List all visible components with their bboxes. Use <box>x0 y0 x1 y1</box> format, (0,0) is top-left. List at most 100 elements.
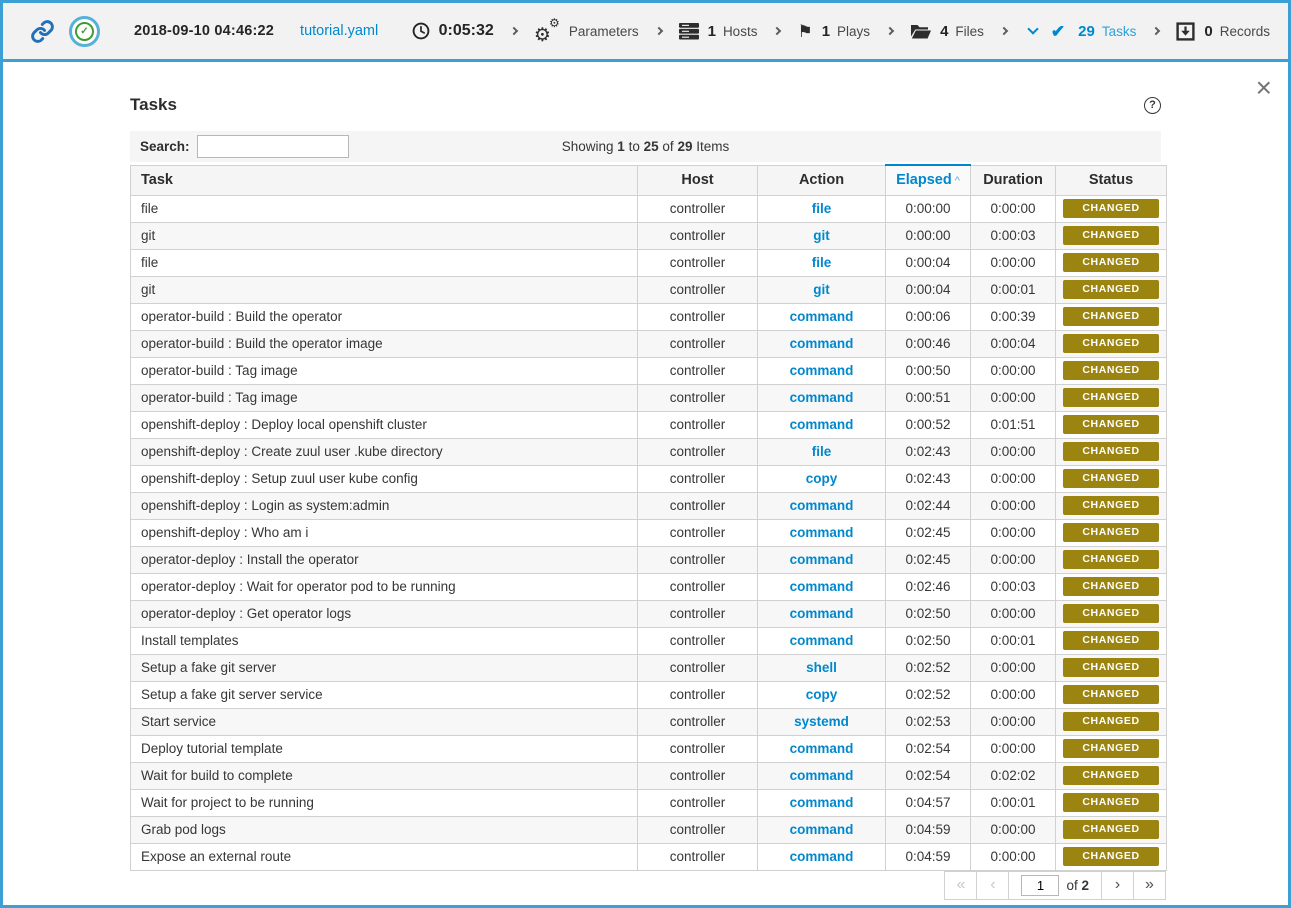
task-duration: 0:00:00 <box>990 741 1036 756</box>
playbook-timestamp: 2018-09-10 04:46:22 <box>134 23 275 39</box>
task-action-link[interactable]: command <box>789 552 854 567</box>
task-action-link[interactable]: command <box>789 579 854 594</box>
search-input[interactable] <box>196 135 349 158</box>
task-duration: 0:00:01 <box>990 633 1036 648</box>
column-header-elapsed-sorted[interactable]: Elapsed ^ <box>885 164 971 196</box>
task-duration: 0:00:03 <box>990 579 1036 594</box>
task-action-link[interactable]: command <box>789 363 854 378</box>
page-number-input[interactable] <box>1021 874 1060 896</box>
task-action-link[interactable]: copy <box>805 471 838 486</box>
first-page-button[interactable]: « <box>944 870 978 900</box>
pagination: « ‹ of 2 › » <box>130 870 1166 900</box>
task-host: controller <box>669 741 726 756</box>
task-name: Setup a fake git server service <box>141 687 323 702</box>
task-action-link[interactable]: command <box>789 309 854 324</box>
status-badge: CHANGED <box>1063 253 1159 272</box>
table-row: Setup a fake git server service controll… <box>130 680 1167 709</box>
task-action-link[interactable]: command <box>789 741 854 756</box>
task-elapsed: 0:04:57 <box>905 795 951 810</box>
table-header: Task Host Action Elapsed ^ Duration Statu… <box>130 164 1167 196</box>
breadcrumb-item-tasks-active[interactable]: ✔ 29 Tasks <box>1027 23 1137 40</box>
breadcrumb-item-records[interactable]: 0 Records <box>1176 21 1270 41</box>
task-action-link[interactable]: systemd <box>794 714 849 729</box>
task-duration: 0:00:00 <box>990 660 1036 675</box>
task-action-link[interactable]: command <box>789 822 854 837</box>
task-action-link[interactable]: command <box>789 849 854 864</box>
column-header-duration[interactable]: Duration <box>970 164 1056 196</box>
task-action-link[interactable]: git <box>813 228 830 243</box>
link-icon[interactable] <box>29 19 56 44</box>
task-action-link[interactable]: command <box>789 336 854 351</box>
column-header-host[interactable]: Host <box>637 164 758 196</box>
sort-asc-icon: ^ <box>954 175 960 188</box>
task-action-link[interactable]: command <box>789 498 854 513</box>
status-badge: CHANGED <box>1063 442 1159 461</box>
last-page-button[interactable]: » <box>1133 870 1166 900</box>
table-row: file controller file 0:00:00 0:00:00 CHA… <box>130 194 1167 223</box>
status-badge: CHANGED <box>1063 226 1159 245</box>
breadcrumb-item-parameters[interactable]: ⚙ ⚙ Parameters <box>534 17 639 45</box>
status-badge: CHANGED <box>1063 820 1159 839</box>
task-action-link[interactable]: file <box>811 255 832 270</box>
close-icon[interactable]: × <box>1255 72 1272 103</box>
task-action-link[interactable]: command <box>789 768 854 783</box>
task-host: controller <box>669 795 726 810</box>
status-badge: CHANGED <box>1063 847 1159 866</box>
chevron-right-icon <box>999 26 1009 36</box>
task-action-link[interactable]: command <box>789 795 854 810</box>
task-host: controller <box>669 552 726 567</box>
task-host: controller <box>669 201 726 216</box>
task-host: controller <box>669 282 726 297</box>
task-elapsed: 0:00:06 <box>905 309 951 324</box>
chevron-right-icon <box>1152 26 1161 36</box>
task-action-link[interactable]: shell <box>806 660 837 675</box>
breadcrumb-item-hosts[interactable]: 1 Hosts <box>678 22 757 40</box>
task-elapsed: 0:00:50 <box>905 363 951 378</box>
task-elapsed: 0:02:52 <box>905 687 951 702</box>
task-action-link[interactable]: command <box>789 390 854 405</box>
chevron-right-icon <box>773 26 782 36</box>
task-duration: 0:00:00 <box>990 525 1036 540</box>
playbook-summary-bar: ✓ 2018-09-10 04:46:22 tutorial.yaml 0:05… <box>3 3 1288 62</box>
task-name: Wait for project to be running <box>141 795 314 810</box>
next-page-button[interactable]: › <box>1101 870 1134 900</box>
task-action-link[interactable]: command <box>789 633 854 648</box>
task-duration: 0:00:00 <box>990 444 1036 459</box>
breadcrumb-item-files[interactable]: 4 Files <box>910 23 984 40</box>
status-badge: CHANGED <box>1063 766 1159 785</box>
task-action-link[interactable]: command <box>789 606 854 621</box>
task-elapsed: 0:00:52 <box>905 417 951 432</box>
task-name: operator-build : Build the operator imag… <box>141 336 383 351</box>
table-row: operator-build : Build the operator imag… <box>130 329 1167 358</box>
playbook-file-link[interactable]: tutorial.yaml <box>300 23 379 39</box>
task-duration: 0:00:00 <box>990 606 1036 621</box>
prev-page-button[interactable]: ‹ <box>976 870 1010 900</box>
status-badge: CHANGED <box>1063 388 1159 407</box>
task-name: Install templates <box>141 633 239 648</box>
task-action-link[interactable]: file <box>811 201 832 216</box>
task-host: controller <box>669 498 726 513</box>
table-row: openshift-deploy : Create zuul user .kub… <box>130 437 1167 466</box>
tasks-label: Tasks <box>1101 23 1137 39</box>
status-badge: CHANGED <box>1063 199 1159 218</box>
task-action-link[interactable]: file <box>811 444 832 459</box>
task-duration: 0:01:51 <box>990 417 1036 432</box>
table-row: Wait for build to complete controller co… <box>130 761 1167 790</box>
column-header-action[interactable]: Action <box>757 164 886 196</box>
task-action-link[interactable]: command <box>789 525 854 540</box>
task-action-link[interactable]: command <box>789 417 854 432</box>
task-action-link[interactable]: copy <box>805 687 838 702</box>
column-header-status[interactable]: Status <box>1055 164 1167 196</box>
table-row: Wait for project to be running controlle… <box>130 788 1167 817</box>
task-action-link[interactable]: git <box>813 282 830 297</box>
task-name: operator-deploy : Wait for operator pod … <box>141 579 456 594</box>
status-badge: CHANGED <box>1063 496 1159 515</box>
task-host: controller <box>669 228 726 243</box>
breadcrumb-item-plays[interactable]: ⚑ 1 Plays <box>797 23 870 40</box>
records-count: 0 <box>1204 22 1213 40</box>
table-row: operator-build : Tag image controller co… <box>130 383 1167 412</box>
task-host: controller <box>669 255 726 270</box>
column-header-task[interactable]: Task <box>130 164 638 196</box>
task-duration: 0:00:03 <box>990 228 1036 243</box>
help-icon[interactable]: ? <box>1144 96 1161 114</box>
